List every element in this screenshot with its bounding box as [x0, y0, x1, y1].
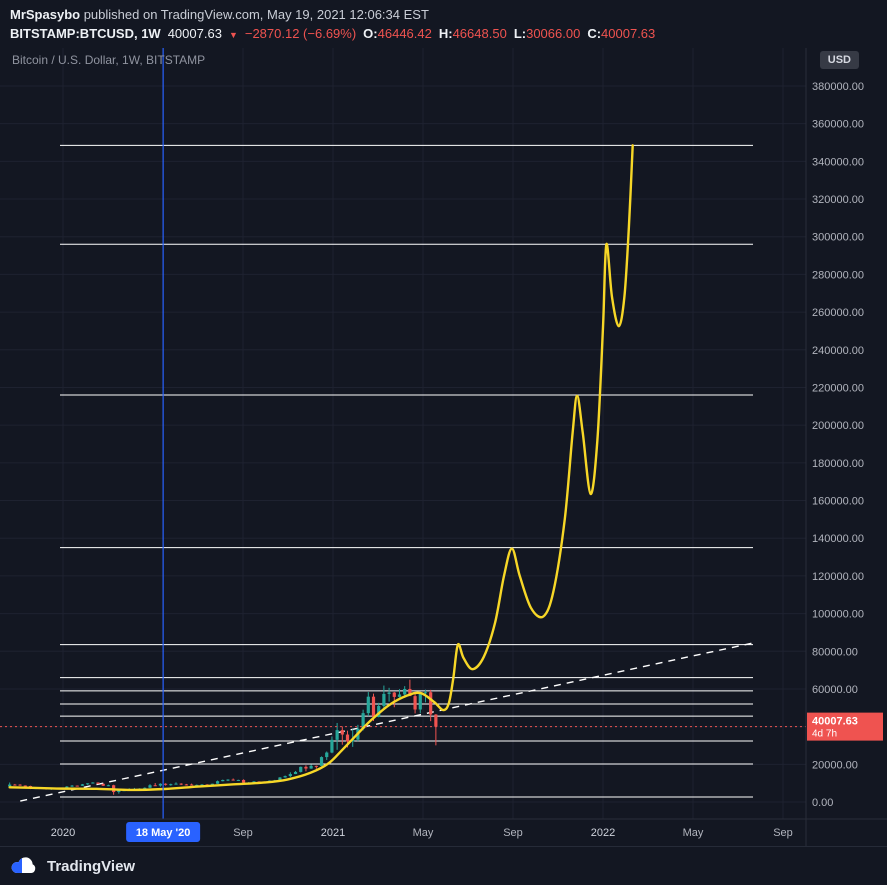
ohlc-open: O:46446.42: [363, 24, 432, 44]
symbol-title[interactable]: BITSTAMP:BTCUSD, 1W: [10, 26, 161, 41]
ohlc-close: C:40007.63: [587, 24, 655, 44]
symbol-line: BITSTAMP:BTCUSD, 1W 40007.63 ▼ −2870.12 …: [10, 24, 887, 45]
footer: TradingView: [0, 846, 887, 885]
price-tick-label: 340000.00: [812, 156, 864, 168]
high-label: H:: [438, 26, 453, 41]
price-tick-label: 380000.00: [812, 81, 864, 93]
open-value: 46446.42: [377, 26, 432, 41]
ohlc-low: L:30066.00: [514, 24, 581, 44]
price-tick-label: 20000.00: [812, 759, 858, 771]
price-tick-label: 80000.00: [812, 646, 858, 658]
price-tick-label: 320000.00: [812, 194, 864, 206]
close-value: 40007.63: [601, 26, 656, 41]
brand-name[interactable]: TradingView: [47, 857, 136, 875]
price-change: −2870.12 (−6.69%): [244, 26, 357, 41]
price-tick-label: 360000.00: [812, 119, 864, 131]
time-tick-label: 2021: [321, 827, 345, 839]
ohlc-high: H:46648.50: [439, 24, 507, 44]
author-name[interactable]: MrSpasybo: [10, 7, 81, 22]
price-tick-label: 260000.00: [812, 307, 864, 319]
time-tick-label: 2020: [51, 827, 75, 839]
price-tick-label: 0.00: [812, 797, 833, 809]
svg-text:4d 7h: 4d 7h: [812, 729, 837, 740]
time-tick-label: May: [413, 827, 434, 839]
svg-text:18 May '20: 18 May '20: [136, 827, 191, 839]
svg-text:40007.63: 40007.63: [812, 716, 858, 728]
candles: [8, 679, 438, 795]
published-info: published on TradingView.com, May 19, 20…: [80, 7, 429, 22]
price-tick-label: 200000.00: [812, 420, 864, 432]
price-tick-label: 100000.00: [812, 609, 864, 621]
current-price-label: [807, 712, 883, 741]
time-tick-label: May: [683, 827, 704, 839]
time-tick-label: Sep: [773, 827, 793, 839]
time-tick-label: Sep: [233, 827, 253, 839]
price-tick-label: 160000.00: [812, 496, 864, 508]
time-tick-label: Sep: [503, 827, 523, 839]
price-down-icon: ▼: [228, 30, 238, 40]
chart-watermark-title: Bitcoin / U.S. Dollar, 1W, BITSTAMP: [12, 53, 206, 67]
price-tick-label: 300000.00: [812, 232, 864, 244]
last-price: 40007.63: [167, 26, 222, 41]
price-tick-label: 60000.00: [812, 684, 858, 696]
high-value: 46648.50: [452, 26, 507, 41]
tradingview-logo-icon[interactable]: [10, 856, 38, 876]
price-tick-label: 140000.00: [812, 533, 864, 545]
price-tick-label: 180000.00: [812, 458, 864, 470]
close-label: C:: [587, 26, 602, 41]
price-tick-label: 240000.00: [812, 345, 864, 357]
low-label: L:: [513, 26, 527, 41]
price-tick-label: 280000.00: [812, 269, 864, 281]
projection-line[interactable]: [8, 144, 634, 792]
price-tick-label: 120000.00: [812, 571, 864, 583]
event-date-label: [126, 822, 201, 842]
open-label: O:: [363, 26, 378, 41]
published-line: MrSpasybo published on TradingView.com, …: [10, 5, 887, 24]
low-value: 30066.00: [526, 26, 581, 41]
time-tick-label: 2022: [591, 827, 615, 839]
currency-badge[interactable]: USD: [819, 51, 859, 69]
price-tick-label: 220000.00: [812, 382, 864, 394]
header: MrSpasybo published on TradingView.com, …: [0, 0, 887, 53]
trendline-dashed[interactable]: [20, 642, 754, 802]
